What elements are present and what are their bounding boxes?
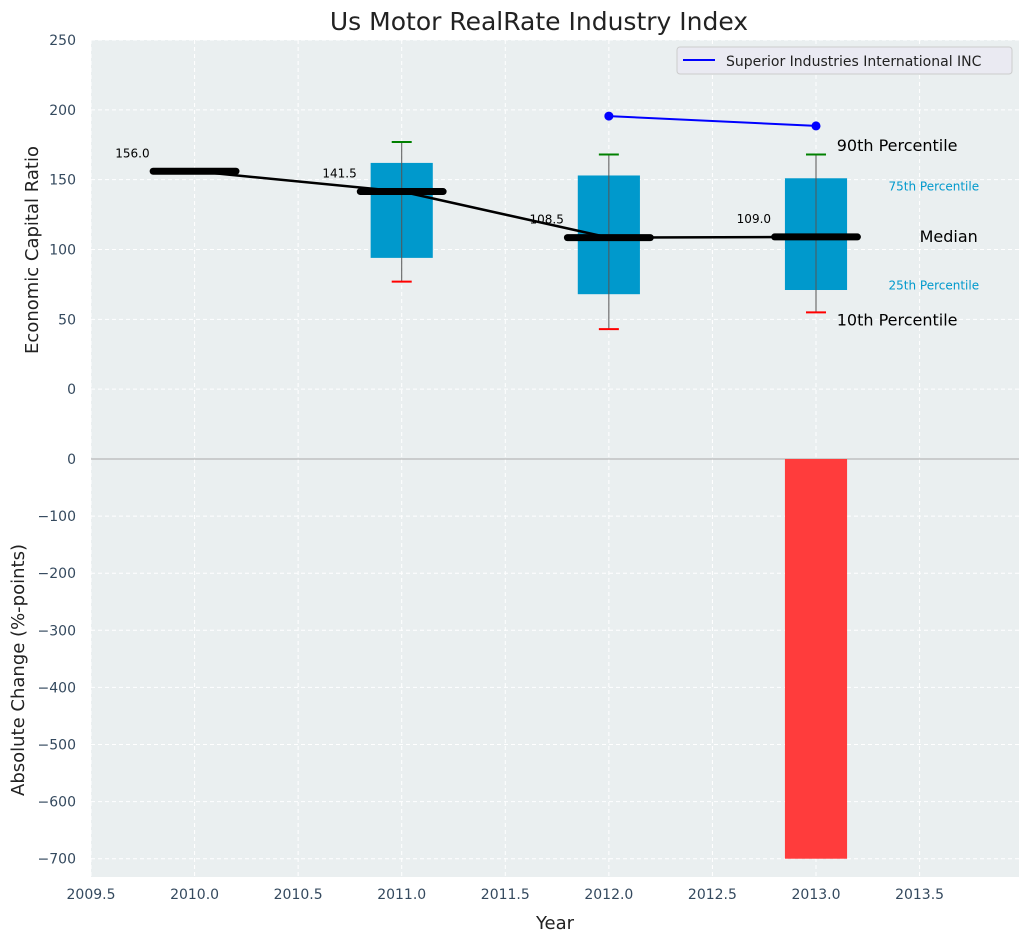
top-panel: 0 50 100 150 200 250 156.0 141.5 108.5 109.0 90th …	[49, 33, 1019, 459]
y-tick-label: 50	[58, 312, 76, 328]
company-line	[608, 115, 817, 127]
x-tick-label: 2009.5	[67, 887, 116, 903]
x-tick-label: 2011.0	[377, 887, 426, 903]
y-tick-label: −100	[38, 509, 76, 525]
percentile-annotation: 75th Percentile	[889, 179, 980, 193]
change-bar	[784, 459, 848, 859]
x-tick-label: 2010.0	[170, 887, 219, 903]
chart-title: Us Motor RealRate Industry Index	[330, 7, 748, 36]
bottom-plot-background	[91, 459, 1019, 877]
median-label: 141.5	[322, 167, 356, 181]
y-tick-label: −300	[38, 623, 76, 639]
median-label: 156.0	[115, 146, 149, 160]
x-axis-label: Year	[535, 913, 575, 934]
median-label: 109.0	[737, 212, 771, 226]
y-tick-label: −500	[38, 738, 76, 754]
percentile-annotation: 90th Percentile	[837, 136, 958, 155]
company-point	[604, 111, 614, 121]
median-trend-line	[194, 170, 817, 239]
top-y-axis-label: Economic Capital Ratio	[22, 146, 43, 354]
y-tick-label: 150	[49, 173, 76, 189]
company-point	[811, 121, 821, 131]
y-tick-label: −600	[38, 795, 76, 811]
x-tick-label: 2012.5	[688, 887, 737, 903]
y-tick-label: 0	[67, 382, 76, 398]
percentile-annotation: Median	[920, 227, 978, 246]
legend: Superior Industries International INC	[676, 46, 1013, 75]
x-tick-label: 2012.0	[584, 887, 633, 903]
bottom-y-axis-label: Absolute Change (%-points)	[8, 544, 29, 796]
median-label: 108.5	[530, 213, 564, 227]
y-tick-label: 0	[67, 452, 76, 468]
y-tick-label: 250	[49, 33, 76, 49]
percentile-annotation: 25th Percentile	[889, 278, 980, 292]
x-tick-label: 2013.0	[792, 887, 841, 903]
y-tick-label: 200	[49, 103, 76, 119]
y-tick-label: −200	[38, 566, 76, 582]
x-tick-label: 2013.5	[895, 887, 944, 903]
x-tick-label: 2010.5	[274, 887, 323, 903]
x-tick-label: 2011.5	[481, 887, 530, 903]
bottom-panel: 2009.5 2010.0 2010.5 2011.0 2011.5 2012.0 2012…	[38, 452, 1019, 903]
y-tick-label: −400	[38, 680, 76, 696]
y-tick-label: 100	[49, 243, 76, 259]
percentile-annotation: 10th Percentile	[837, 311, 958, 330]
y-tick-label: −700	[38, 852, 76, 868]
legend-label: Superior Industries International INC	[726, 54, 982, 70]
